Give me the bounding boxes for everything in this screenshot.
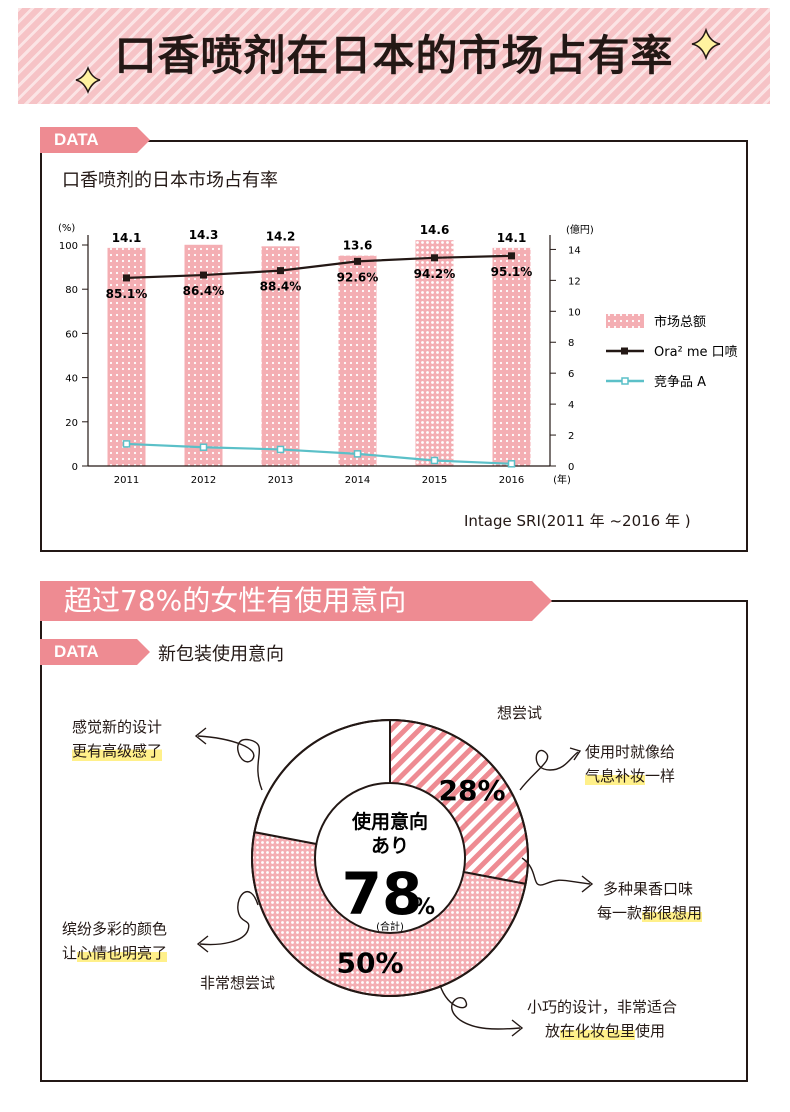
callout-5-pre: 放 <box>545 1022 561 1040</box>
callout-4-highlight: 心情也明亮了 <box>77 944 168 962</box>
callout-5-highlight: 在化妆包里 <box>560 1022 636 1040</box>
section2-banner: 超过78%的女性有使用意向 <box>40 581 552 621</box>
data-source: Intage SRI(2011 年 ~2016 年 ) <box>464 512 691 530</box>
callout-1-line2: 更有高级感了 <box>72 740 163 761</box>
label-very: 非常想尝试 <box>200 974 276 992</box>
callout-2-highlight: 气息补妆 <box>585 767 646 785</box>
sparkle-icon-right <box>691 27 721 61</box>
callout-5-line2: 放在化妆包里使用 <box>545 1020 665 1041</box>
callout-2-line1: 使用时就像给 <box>585 743 676 761</box>
pie-subtitle: 新包装使用意向 <box>158 644 284 665</box>
callout-5-rest: 使用 <box>635 1022 666 1040</box>
callout-2-rest: 一样 <box>645 767 676 785</box>
callout-4-line2: 让心情也明亮了 <box>62 942 168 963</box>
callout-3-line1: 多种果香口味 <box>603 880 694 898</box>
callout-5-line1: 小巧的设计，非常适合 <box>527 998 678 1016</box>
chart-subtitle: 口香喷剂的日本市场占有率 <box>62 170 278 191</box>
title-banner: 口香喷剂在日本的市场占有率 <box>18 8 770 104</box>
callout-2-line2: 气息补妆一样 <box>585 765 675 786</box>
page-title: 口香喷剂在日本的市场占有率 <box>114 31 674 80</box>
sparkle-icon-left <box>75 65 101 95</box>
callout-3-pre: 每一款 <box>597 904 643 922</box>
label-try: 想尝试 <box>497 704 543 722</box>
data-tag-1: DATA <box>40 127 150 153</box>
callout-1-line1: 感觉新的设计 <box>72 718 163 736</box>
callout-4-line1: 缤纷多彩的颜色 <box>62 920 168 938</box>
data-tag-2: DATA <box>40 639 150 665</box>
callout-3-line2: 每一款都很想用 <box>597 902 703 923</box>
market-share-panel <box>40 140 748 552</box>
sparkle-decoration <box>75 27 721 95</box>
callout-3-highlight: 都很想用 <box>642 904 703 922</box>
callout-4-pre: 让 <box>62 944 78 962</box>
